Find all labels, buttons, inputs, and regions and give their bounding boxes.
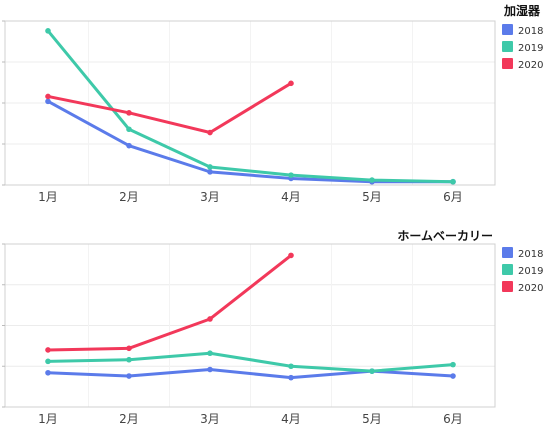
- series-line-2020: [46, 81, 293, 135]
- series-2019: [45, 350, 456, 374]
- data-point-2020: [288, 252, 294, 259]
- x-tick-label: 6月: [443, 412, 463, 426]
- series-line-2018: [46, 368, 455, 380]
- x-tick-label: 3月: [200, 412, 220, 426]
- chart-home-bakery: ホームベーカリー 1月 2月 3月 4月 5月 6月 2018 2019 2020: [2, 229, 543, 426]
- x-tick-label: 5月: [362, 412, 382, 426]
- legend-label: 2019: [518, 43, 543, 54]
- legend-swatch-2018: [502, 247, 513, 258]
- series-line-2020: [46, 253, 293, 352]
- legend-swatch-2019: [502, 264, 513, 275]
- data-point-2019: [369, 177, 375, 183]
- data-point-2019: [369, 368, 375, 374]
- data-point-2018: [126, 373, 132, 379]
- data-point-2020: [126, 110, 132, 116]
- x-tick-label: 4月: [281, 412, 301, 426]
- data-point-2018: [126, 142, 132, 149]
- x-tick-label: 4月: [281, 190, 301, 204]
- data-point-2019: [45, 358, 51, 365]
- chart-title: ホームベーカリー: [397, 229, 493, 243]
- data-point-2020: [126, 345, 132, 352]
- legend-label: 2019: [518, 266, 543, 277]
- legend-swatch-2019: [502, 41, 513, 52]
- data-point-2019: [288, 363, 294, 370]
- legend-swatch-2018: [502, 24, 513, 35]
- x-tick-label: 3月: [200, 190, 220, 204]
- legend-label: 2020: [518, 60, 543, 71]
- legend-swatch-2020: [502, 58, 513, 69]
- data-point-2018: [45, 369, 51, 376]
- series-2018: [45, 366, 456, 381]
- chart-title: 加湿器: [503, 3, 541, 18]
- data-point-2018: [207, 169, 213, 175]
- data-point-2019: [207, 350, 213, 357]
- series-line-2019: [46, 29, 455, 184]
- legend-label: 2020: [518, 283, 543, 294]
- data-point-2020: [45, 347, 51, 353]
- legend-swatch-2020: [502, 281, 513, 292]
- data-point-2020: [45, 93, 51, 100]
- gridlines: [5, 244, 495, 407]
- series-2020: [45, 252, 294, 353]
- series-line-2019: [46, 351, 455, 373]
- series-2019: [45, 28, 456, 185]
- legend: 2018 2019 2020: [502, 24, 543, 71]
- x-tick-label: 1月: [38, 190, 58, 204]
- data-point-2018: [45, 98, 51, 105]
- data-point-2020: [207, 316, 213, 322]
- data-point-2018: [288, 374, 294, 381]
- data-point-2019: [288, 172, 294, 178]
- x-tick-label: 1月: [38, 412, 58, 426]
- legend-label: 2018: [518, 249, 543, 260]
- x-tick-label: 2月: [119, 412, 139, 426]
- x-tick-label: 5月: [362, 190, 382, 204]
- legend: 2018 2019 2020: [502, 247, 543, 294]
- data-point-2019: [126, 356, 132, 363]
- x-tick-label: 2月: [119, 190, 139, 204]
- data-point-2020: [207, 129, 213, 136]
- data-point-2019: [45, 28, 51, 34]
- data-point-2019: [126, 126, 132, 133]
- legend-label: 2018: [518, 26, 543, 37]
- data-point-2020: [288, 80, 294, 87]
- series-2020: [45, 80, 294, 136]
- data-point-2019: [450, 361, 456, 368]
- data-point-2018: [450, 373, 456, 379]
- data-point-2019: [207, 164, 213, 170]
- chart-humidifier: 加湿器 1月 2月 3月 4月 5月 6月 2018 2019 2020: [2, 3, 543, 204]
- data-point-2019: [450, 178, 456, 185]
- data-point-2018: [207, 366, 213, 373]
- x-tick-label: 6月: [443, 190, 463, 204]
